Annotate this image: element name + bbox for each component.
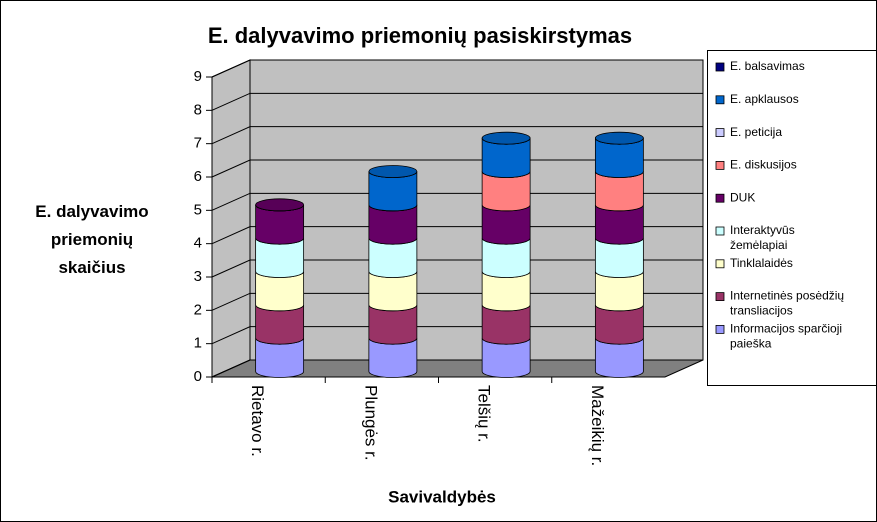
grid-line bbox=[211, 359, 703, 378]
legend-label: Interaktyvūs žemėlapiai bbox=[730, 223, 795, 252]
grid-line bbox=[211, 226, 703, 245]
legend-swatch bbox=[715, 193, 725, 203]
legend-label: E. peticija bbox=[730, 125, 782, 139]
x-tick-label: Plungės r. bbox=[361, 385, 380, 461]
grid-line bbox=[211, 159, 703, 178]
y-tick-label: 4 bbox=[194, 235, 202, 252]
legend-label: E. diskusijos bbox=[730, 158, 797, 172]
y-tick-label: 9 bbox=[194, 68, 202, 85]
y-axis-title: E. dalyvavimo priemonių skaičius bbox=[35, 202, 148, 277]
legend-label: E. apklausos bbox=[730, 92, 799, 106]
legend-box bbox=[707, 50, 877, 386]
legend-swatch bbox=[715, 128, 725, 138]
legend-label: DUK bbox=[730, 190, 755, 204]
legend-swatch bbox=[715, 226, 725, 236]
y-tick-label: 6 bbox=[194, 168, 202, 185]
x-tick-label: Rietavo r. bbox=[248, 385, 267, 457]
chart-title: E. dalyvavimo priemonių pasiskirstymas bbox=[208, 23, 632, 48]
legend-label: Tinklalaidės bbox=[730, 256, 793, 270]
y-tick-label: 5 bbox=[194, 201, 202, 218]
x-axis-title: Savivaldybės bbox=[388, 487, 496, 506]
legend-swatch bbox=[715, 324, 725, 334]
x-tick-label: Telšių r. bbox=[475, 385, 494, 443]
y-tick-label: 7 bbox=[194, 135, 202, 152]
legend-label: Internetinės posėdžių transliacijos bbox=[730, 289, 844, 318]
legend-swatch bbox=[715, 292, 725, 302]
legend-swatch bbox=[715, 160, 725, 170]
y-tick-label: 3 bbox=[194, 268, 202, 285]
legend-swatch bbox=[715, 95, 725, 105]
legend-label: Informacijos sparčioji paieška bbox=[730, 322, 842, 351]
grid-line bbox=[211, 192, 703, 211]
legend-label: E. balsavimas bbox=[730, 59, 805, 73]
x-tick-label: Mažeikių r. bbox=[588, 385, 607, 466]
legend-swatch bbox=[715, 62, 725, 72]
grid-line bbox=[211, 292, 703, 311]
grid-line bbox=[211, 326, 703, 345]
legend: E. balsavimas E. apklausos E. peticija E. d… bbox=[715, 59, 844, 351]
y-tick-label: 2 bbox=[194, 301, 202, 318]
bar-top bbox=[594, 131, 644, 145]
y-tick-label: 8 bbox=[194, 101, 202, 118]
grid-line bbox=[211, 59, 703, 78]
grid-line bbox=[211, 92, 703, 111]
grid-line bbox=[211, 126, 703, 145]
y-tick-label: 0 bbox=[194, 368, 202, 385]
grid-line bbox=[211, 259, 703, 278]
bar-top bbox=[368, 165, 418, 178]
legend-swatch bbox=[715, 259, 725, 269]
y-tick-label: 1 bbox=[194, 335, 202, 352]
bar-top bbox=[481, 131, 531, 145]
bar-top bbox=[255, 198, 305, 212]
